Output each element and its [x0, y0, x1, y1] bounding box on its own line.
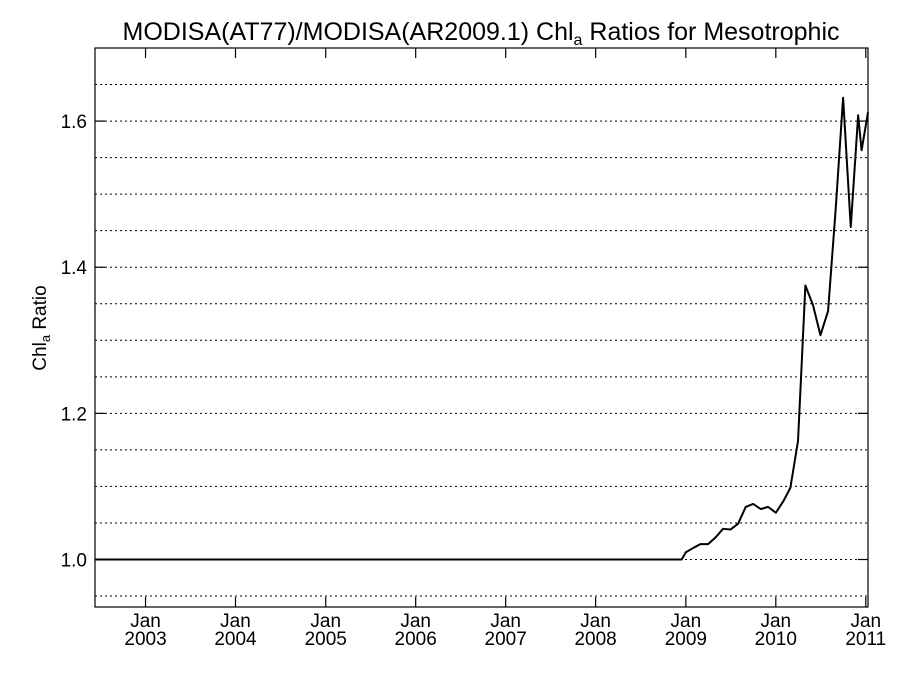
- y-axis-label-prefix: Chl: [30, 342, 51, 371]
- data-point-24: [850, 226, 852, 228]
- y-tick-label: 1.2: [61, 404, 87, 425]
- data-point-21: [827, 310, 829, 312]
- data-point-17: [797, 440, 799, 442]
- plot-frame: [94, 47, 869, 608]
- chart-title-suffix: Ratios for Mesotrophic: [582, 18, 839, 46]
- y-tick-label: 1.0: [61, 551, 87, 572]
- x-tick-label-year: 2005: [305, 629, 347, 650]
- tick-marks: [95, 48, 868, 607]
- data-point-2: [685, 551, 687, 553]
- x-tick-label-month: Jan: [130, 611, 161, 632]
- data-point-13: [767, 506, 769, 508]
- x-tick-label-month: Jan: [400, 611, 431, 632]
- data-point-15: [782, 500, 785, 502]
- data-point-11: [752, 503, 754, 505]
- x-tick-label-month: Jan: [760, 611, 791, 632]
- series-layer: [94, 96, 869, 561]
- x-tick-label-month: Jan: [310, 611, 341, 632]
- x-tick-label-month: Jan: [490, 611, 521, 632]
- data-point-4: [699, 543, 701, 545]
- chart-title: MODISA(AT77)/MODISA(AR2009.1) Chla Ratio…: [123, 18, 840, 49]
- data-point-3: [692, 547, 695, 549]
- data-point-8: [729, 528, 732, 531]
- x-tick-label-year: 2004: [214, 629, 257, 650]
- data-point-19: [812, 304, 814, 306]
- data-point-5: [707, 543, 709, 545]
- gridlines: [95, 84, 868, 597]
- data-point-25: [857, 114, 859, 116]
- chart-title-prefix: MODISA(AT77)/MODISA(AR2009.1) Chl: [123, 18, 574, 46]
- data-point-14: [775, 512, 777, 514]
- y-axis-label-suffix: Ratio: [30, 285, 51, 335]
- x-tick-label-year: 2006: [395, 629, 437, 650]
- y-tick-label: 1.4: [61, 258, 88, 279]
- x-tick-label-month: Jan: [850, 611, 881, 632]
- data-point-16: [789, 487, 791, 489]
- x-tick-label-year: 2009: [665, 629, 707, 650]
- data-point-10: [745, 506, 747, 508]
- data-point-23: [842, 97, 844, 99]
- y-axis-label: Chla Ratio: [30, 285, 53, 370]
- x-tick-label-year: 2003: [124, 629, 166, 650]
- x-tick-label-month: Jan: [580, 611, 611, 632]
- series-line-0: [95, 96, 869, 561]
- x-tick-label-month: Jan: [671, 611, 702, 632]
- data-point-22: [835, 208, 837, 210]
- data-point-9: [737, 523, 739, 525]
- x-tick-label-year: 2010: [755, 629, 797, 650]
- x-tick-label-year: 2008: [574, 629, 616, 650]
- data-point-18: [804, 284, 806, 287]
- chart-title-subscript: a: [574, 32, 583, 49]
- data-point-7: [722, 528, 724, 530]
- data-point-6: [714, 536, 717, 539]
- data-point-12: [760, 508, 762, 510]
- y-tick-label: 1.6: [61, 112, 87, 133]
- data-point-26: [860, 149, 863, 151]
- y-axis-label-subscript: a: [38, 334, 53, 342]
- x-tick-label-month: Jan: [220, 611, 251, 632]
- data-point-20: [819, 334, 822, 336]
- tick-labels: 1.01.21.41.6Jan2003Jan2004Jan2005Jan2006…: [61, 112, 887, 650]
- data-point-1: [681, 558, 683, 561]
- x-tick-label-year: 2011: [845, 629, 886, 650]
- x-tick-label-year: 2007: [485, 629, 527, 650]
